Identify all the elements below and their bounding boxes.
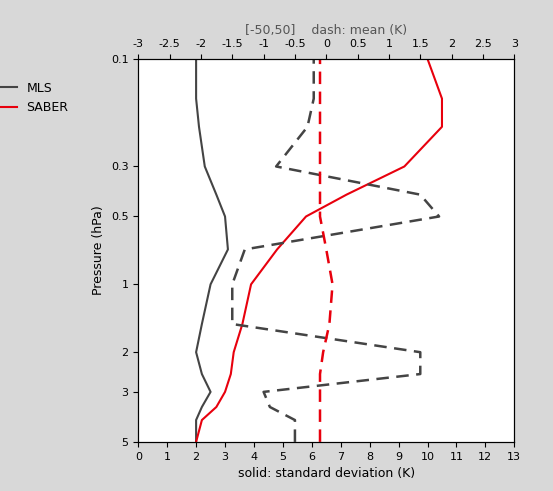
Y-axis label: Pressure (hPa): Pressure (hPa) bbox=[92, 206, 106, 295]
Legend: MLS, SABER: MLS, SABER bbox=[0, 77, 74, 119]
X-axis label: [-50,50]    dash: mean (K): [-50,50] dash: mean (K) bbox=[245, 24, 408, 37]
X-axis label: solid: standard deviation (K): solid: standard deviation (K) bbox=[238, 467, 415, 480]
